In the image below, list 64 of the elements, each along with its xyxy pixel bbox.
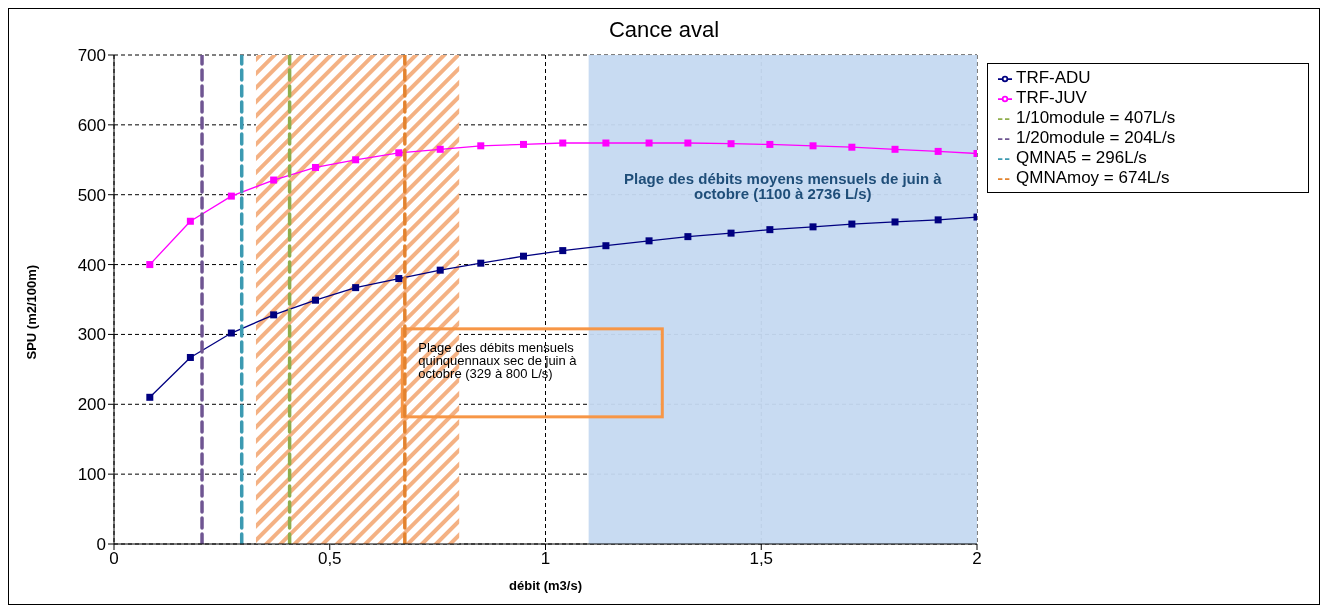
- point: [602, 242, 610, 250]
- point: [312, 163, 320, 171]
- point: [645, 139, 653, 147]
- x-tick-label: 1: [540, 549, 551, 569]
- point: [727, 140, 735, 148]
- point: [186, 217, 194, 225]
- point: [270, 176, 278, 184]
- x-tick-label: 2: [972, 549, 982, 569]
- point: [146, 261, 154, 269]
- point: [436, 266, 444, 274]
- x-tick-label: 0: [109, 549, 119, 569]
- y-tick-label: 0: [96, 535, 106, 555]
- point: [395, 275, 403, 283]
- y-tick-label: 500: [77, 185, 106, 205]
- band-label: Plage des débits moyens mensuels de juin à octobre (1100 à 2736 L/s): [624, 169, 943, 202]
- point: [645, 237, 653, 245]
- y-tick-label: 200: [77, 395, 106, 415]
- y-tick-label: 100: [77, 465, 106, 485]
- point: [519, 140, 527, 148]
- point: [395, 149, 403, 157]
- point: [766, 226, 774, 234]
- band-label: Plage des débits mensuels quinquennaux sec de juin à octobre (329 à 800 L/s): [418, 340, 578, 382]
- point: [602, 139, 610, 147]
- point: [848, 143, 856, 151]
- point: [727, 229, 735, 237]
- point: [352, 156, 360, 164]
- point: [809, 142, 817, 150]
- y-tick-label: 300: [77, 325, 106, 345]
- point: [766, 140, 774, 148]
- point: [684, 233, 692, 241]
- point: [891, 145, 899, 153]
- point: [477, 259, 485, 267]
- point: [848, 220, 856, 228]
- x-axis-title: débit (m3/s): [509, 578, 582, 593]
- point: [146, 393, 154, 401]
- point: [891, 218, 899, 226]
- legend-label: QMNAmoy = 674L/s: [1016, 168, 1170, 187]
- point: [684, 139, 692, 147]
- point: [312, 296, 320, 304]
- point: [227, 329, 235, 337]
- y-axis-title: SPU (m2/100m): [23, 264, 39, 360]
- chart-title: Cance aval: [608, 17, 720, 42]
- legend-label: 1/20module = 204L/s: [1016, 128, 1176, 147]
- legend-label: 1/10module = 407L/s: [1016, 108, 1176, 127]
- point: [559, 139, 567, 147]
- point: [559, 247, 567, 255]
- legend-label: QMNA5 = 296L/s: [1016, 148, 1147, 167]
- y-tick-label: 400: [77, 255, 106, 275]
- point: [809, 223, 817, 231]
- point: [186, 353, 194, 361]
- y-tick-label: 600: [77, 115, 106, 135]
- point: [934, 147, 942, 155]
- legend-label: TRF-JUV: [1016, 88, 1087, 107]
- point: [477, 142, 485, 150]
- point: [934, 216, 942, 224]
- x-tick-label: 1,5: [749, 549, 774, 569]
- point: [519, 252, 527, 260]
- point: [270, 311, 278, 319]
- legend-label: TRF-ADU: [1016, 68, 1091, 87]
- x-tick-label: 0,5: [317, 549, 342, 569]
- point: [436, 145, 444, 153]
- y-tick-label: 700: [77, 46, 106, 66]
- point: [352, 284, 360, 292]
- point: [227, 192, 235, 200]
